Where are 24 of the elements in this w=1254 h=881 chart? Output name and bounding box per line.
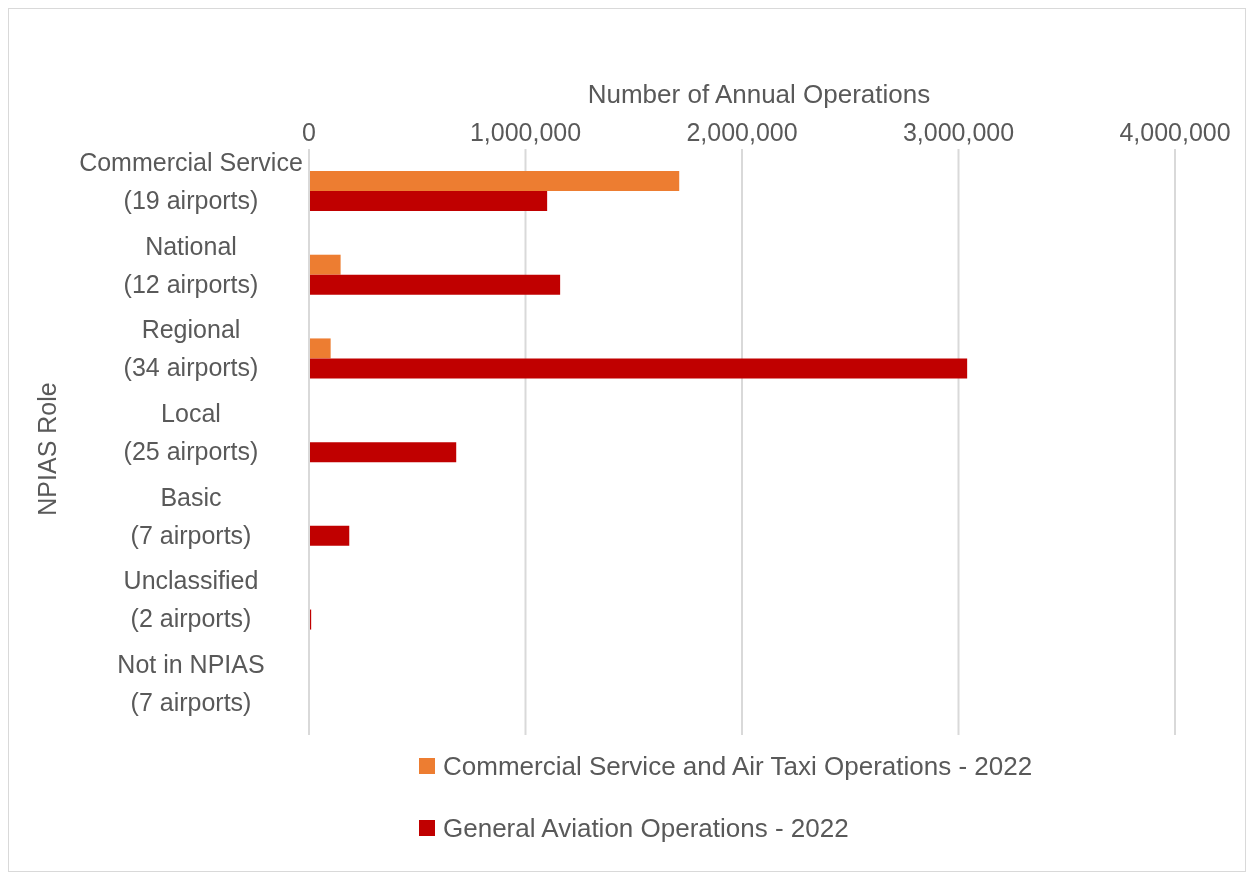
x-tick-label: 2,000,000 — [686, 118, 798, 146]
y-tick-label: Unclassified (2 airports) — [123, 566, 259, 633]
bar — [309, 442, 457, 463]
x-axis-title: Number of Annual Operations — [586, 79, 932, 110]
legend-label: Commercial Service and Air Taxi Operations - 2022 — [443, 750, 1033, 782]
y-tick-label: Local (25 airports) — [123, 399, 259, 465]
y-tick-label: National (12 airports) — [123, 231, 259, 298]
bar — [309, 358, 968, 379]
bar — [309, 338, 331, 359]
bar — [309, 525, 350, 546]
y-tick-label: Basic (7 airports) — [130, 482, 252, 549]
y-tick-label: Regional (34 airports) — [123, 315, 259, 382]
x-tick-label: 3,000,000 — [902, 118, 1015, 146]
x-tick-label: 1,000,000 — [469, 118, 582, 146]
bar — [309, 274, 561, 295]
bar — [309, 191, 548, 211]
x-tick-label: 4,000,000 — [1119, 118, 1231, 146]
y-tick-label: Not in NPIAS (7 airports) — [117, 650, 265, 717]
x-tick-label: 0 — [302, 118, 316, 146]
y-tick-label: Commercial Service (19 airports) — [79, 147, 303, 214]
y-axis-title: NPIAS Role — [32, 382, 62, 516]
bar — [309, 254, 341, 275]
bar — [309, 171, 680, 191]
legend-label: General Aviation Operations - 2022 — [443, 812, 849, 844]
